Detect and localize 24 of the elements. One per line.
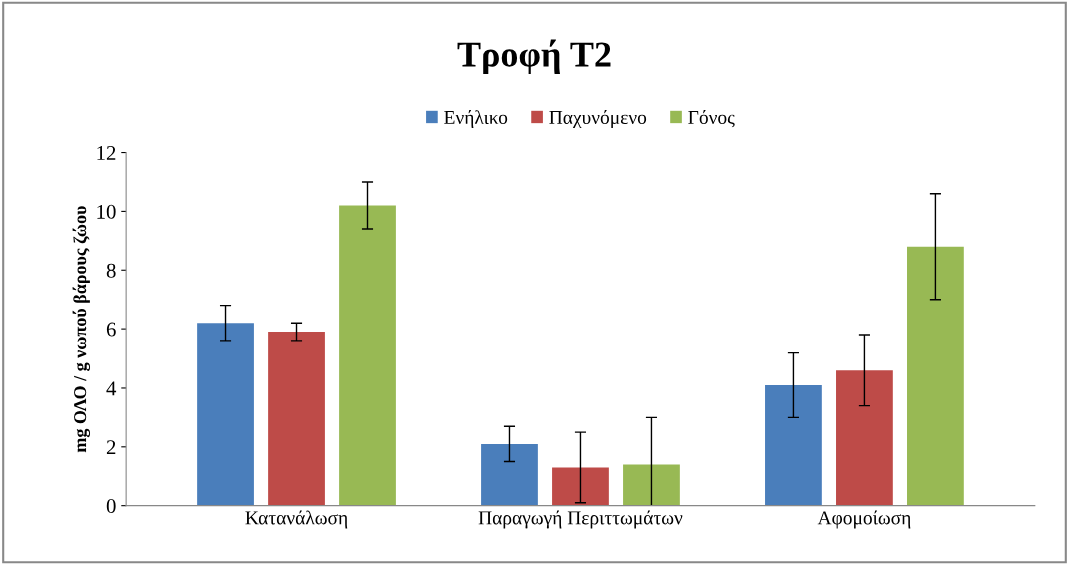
chart-title: Τροφή Τ2 <box>457 39 611 75</box>
y-tick-label: 10 <box>97 204 116 219</box>
y-tick-label: 4 <box>106 381 117 396</box>
y-tick-label: 12 <box>97 145 116 160</box>
y-tick-label: 0 <box>106 499 116 514</box>
bar <box>552 467 609 506</box>
y-tick-label: 6 <box>106 322 116 337</box>
x-tick-label: Κατανάλωση <box>245 510 348 529</box>
bar <box>836 370 893 506</box>
y-axis-title: mg ΟΛΟ / g νωπού βάρους ζώου <box>72 206 91 453</box>
x-tick-label: Παραγωγή Περιττωμάτων <box>478 510 683 529</box>
bar <box>268 332 325 506</box>
legend-label: Ενήλικο <box>444 110 508 128</box>
legend-label: Γόνος <box>688 110 735 128</box>
bar <box>481 443 538 506</box>
bar <box>907 246 964 506</box>
bar <box>623 464 680 506</box>
x-tick-label: Αφομοίωση <box>817 510 911 529</box>
bar <box>765 385 822 506</box>
legend-label: Παχυνόμενο <box>549 110 647 128</box>
y-tick-label: 8 <box>106 263 116 278</box>
bar <box>339 205 396 506</box>
bar <box>197 323 254 506</box>
y-tick-label: 2 <box>106 440 116 455</box>
